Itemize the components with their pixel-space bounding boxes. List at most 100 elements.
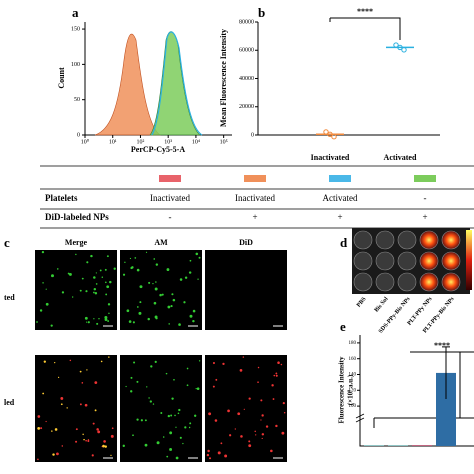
- cell: [188, 271, 192, 274]
- cell: [84, 403, 88, 407]
- cell: [214, 419, 218, 422]
- cell: [224, 454, 228, 458]
- cell: [61, 291, 65, 294]
- cell: [208, 412, 212, 416]
- cell: [178, 323, 181, 326]
- cell: [105, 293, 108, 296]
- cell: [51, 430, 53, 432]
- cell: [178, 408, 181, 412]
- cell: [60, 403, 63, 406]
- well: [353, 251, 373, 271]
- table-cell: +: [422, 212, 427, 222]
- cell: [173, 378, 175, 381]
- cell: [60, 397, 64, 400]
- cell: [207, 449, 210, 453]
- cell: [94, 409, 97, 412]
- point: [327, 131, 333, 137]
- cell: [152, 282, 154, 285]
- cell: [168, 323, 170, 325]
- cell: [128, 320, 132, 323]
- cell: [255, 434, 257, 436]
- cell: [275, 424, 278, 428]
- cell: [41, 250, 45, 254]
- well: [397, 251, 417, 271]
- cell: [136, 306, 139, 308]
- cell: [154, 360, 157, 363]
- y-tick-label: 60000: [239, 48, 254, 54]
- cell: [281, 431, 285, 435]
- cell: [237, 412, 241, 416]
- micrograph: [35, 250, 117, 330]
- bar: [436, 372, 456, 446]
- table-cell: Activated: [323, 193, 358, 203]
- histogram: [94, 33, 161, 136]
- cell: [189, 259, 192, 262]
- cell: [270, 449, 273, 453]
- cell: [56, 268, 59, 270]
- cell: [242, 356, 245, 358]
- micrograph: [120, 355, 202, 462]
- cell: [146, 386, 148, 388]
- cell: [275, 372, 278, 375]
- cell: [87, 321, 90, 324]
- cell: [86, 369, 88, 371]
- axis-break: [355, 413, 365, 423]
- table-rule: [40, 165, 474, 229]
- cell: [132, 434, 134, 437]
- cell: [280, 363, 283, 366]
- cell: [195, 387, 197, 390]
- cell: [167, 305, 171, 309]
- cell: [162, 436, 165, 438]
- panel-label: d: [340, 235, 348, 250]
- cell: [198, 360, 201, 362]
- cell: [37, 426, 41, 430]
- cell: [82, 433, 84, 436]
- cell: [192, 309, 196, 313]
- cell: [229, 434, 232, 437]
- cell: [240, 435, 243, 438]
- cell: [257, 366, 260, 369]
- cell: [122, 273, 126, 276]
- point: [401, 47, 407, 53]
- axis: [257, 22, 440, 136]
- cell: [139, 301, 142, 304]
- significance: ****: [434, 341, 450, 350]
- cell: [79, 370, 82, 373]
- cell: [108, 312, 110, 315]
- cell: [96, 322, 99, 325]
- cell: [248, 397, 251, 400]
- cell: [40, 427, 43, 430]
- cell: [100, 360, 103, 363]
- cell: [155, 317, 158, 320]
- cell: [61, 445, 64, 447]
- x-tick-label: 10³: [164, 139, 172, 145]
- well: [419, 230, 439, 250]
- cell: [84, 316, 88, 320]
- cell: [87, 440, 90, 443]
- cell: [79, 403, 82, 406]
- cell: [195, 252, 199, 256]
- cell: [102, 444, 105, 448]
- cell: [220, 442, 223, 445]
- cell: [171, 293, 174, 296]
- cell: [222, 362, 225, 366]
- cell: [145, 251, 148, 253]
- y-tick-label: 100: [349, 404, 357, 409]
- cell: [144, 419, 147, 422]
- cell: [134, 257, 137, 259]
- x-tick-label: 10⁴: [192, 139, 200, 145]
- sample-label: PBS: [356, 296, 368, 309]
- cell: [122, 444, 125, 448]
- y-tick-label: 120: [349, 388, 357, 393]
- micrograph: [120, 250, 202, 330]
- swatch: [159, 175, 181, 182]
- cell: [81, 382, 84, 384]
- cell: [196, 387, 200, 390]
- cell: [57, 376, 60, 379]
- panel-label: e: [340, 319, 346, 334]
- cell: [93, 318, 95, 320]
- cell: [125, 385, 127, 388]
- cell: [81, 277, 84, 280]
- y-axis-label: Count: [57, 67, 66, 89]
- cell: [215, 378, 218, 381]
